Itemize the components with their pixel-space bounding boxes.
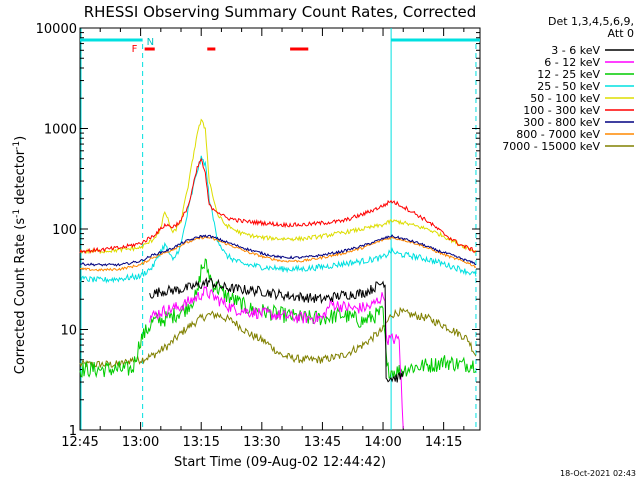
flare-flag-label: F: [132, 44, 138, 55]
series-line-2: [79, 258, 477, 380]
x-axis-label: Start Time (09-Aug-02 12:44:42): [174, 455, 386, 470]
series-line-0: [149, 277, 404, 383]
legend-label-7: 800 - 7000 keV: [516, 128, 600, 141]
series-line-1: [149, 285, 404, 429]
legend-label-1: 6 - 12 keV: [544, 56, 600, 69]
y-tick-label-4: 10000: [36, 22, 77, 37]
y-axis-label-sup1: -1: [12, 209, 22, 218]
y-tick-label-3: 1000: [44, 123, 77, 138]
y-tick-label-1: 10: [60, 324, 77, 339]
legend-label-0: 3 - 6 keV: [551, 44, 600, 57]
footer-date: 18-Oct-2021 02:43: [560, 469, 636, 478]
x-tick-label-5: 14:00: [364, 435, 401, 450]
x-tick-label-2: 13:15: [182, 435, 219, 450]
y-tick-label-0: 1: [69, 424, 77, 439]
series-line-5: [79, 157, 477, 255]
series-line-3: [79, 155, 477, 284]
y-axis-label-part3: ): [13, 136, 28, 141]
legend-label-8: 7000 - 15000 keV: [502, 140, 600, 153]
y-axis-label: Corrected Count Rate (s-1 detector-1): [12, 136, 28, 374]
x-tick-label-0: 12:45: [61, 435, 98, 450]
legend-label-5: 100 - 300 keV: [523, 104, 600, 117]
series-line-6: [79, 234, 477, 267]
y-axis-label-part2: detector: [13, 149, 28, 209]
night-flag-label: N: [147, 37, 154, 48]
legend-header-2: Att 0: [608, 27, 634, 40]
series-line-8: [79, 306, 477, 369]
legend-label-2: 12 - 25 keV: [537, 68, 600, 81]
y-axis-label-part1: Corrected Count Rate (s: [13, 218, 28, 375]
legend-label-3: 25 - 50 keV: [537, 80, 600, 93]
series-line-7: [79, 236, 477, 272]
series-line-4: [79, 118, 477, 255]
x-tick-label-1: 13:00: [122, 435, 159, 450]
x-tick-label-4: 13:45: [304, 435, 341, 450]
chart-title: RHESSI Observing Summary Count Rates, Co…: [84, 3, 477, 21]
plot-layer: NF 1 10 100 1000 10000 12:45 13:00 13:15 13:30 13:…: [36, 22, 634, 450]
x-tick-label-6: 14:15: [425, 435, 462, 450]
legend-label-6: 300 - 800 keV: [523, 116, 600, 129]
y-axis-label-sup2: -1: [12, 141, 22, 150]
x-tick-label-3: 13:30: [243, 435, 280, 450]
legend-label-4: 50 - 100 keV: [530, 92, 600, 105]
legend-header-1: Det 1,3,4,5,6,9,: [548, 15, 634, 28]
y-tick-label-2: 100: [52, 223, 77, 238]
